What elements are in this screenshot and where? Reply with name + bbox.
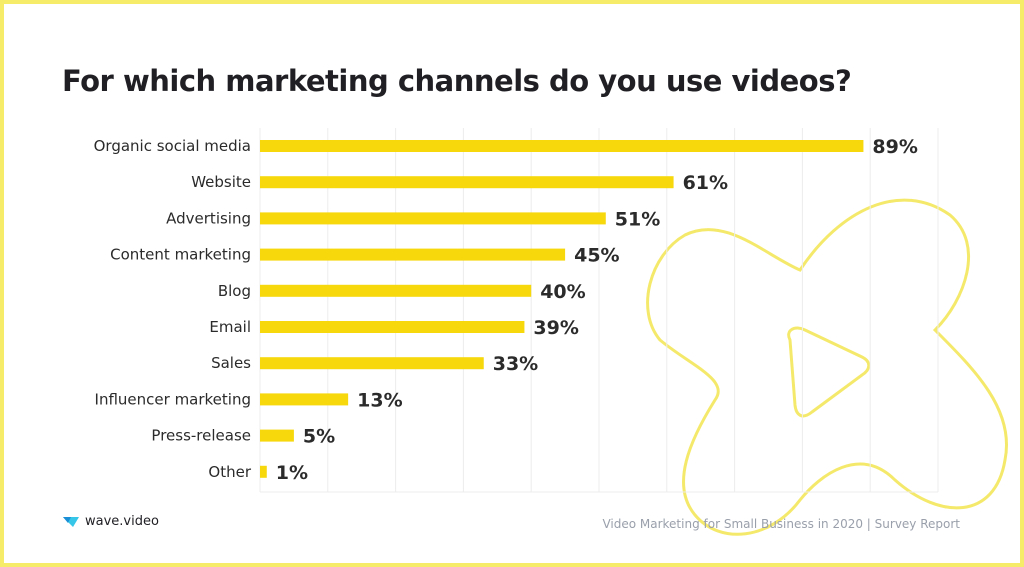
play-triangle-decoration [787,326,871,418]
footer-caption: Video Marketing for Small Business in 20… [602,517,960,531]
value-label: 40% [540,281,585,303]
brand-logo[interactable]: wave.video [62,514,159,529]
category-label: Other [208,463,251,481]
bar [260,248,566,261]
bar [260,393,349,406]
value-label: 61% [683,172,728,194]
value-label: 1% [276,462,308,484]
bar [260,357,484,370]
category-label: Advertising [166,209,251,227]
wave-video-logo-icon [63,516,79,527]
category-label: Website [191,173,251,191]
category-label: Influencer marketing [95,390,251,408]
category-label: Email [209,318,251,336]
category-label: Press-release [151,427,251,445]
value-label: 89% [872,136,917,158]
bar [260,176,674,189]
value-label: 33% [493,353,538,375]
value-label: 51% [615,208,660,230]
category-label: Organic social media [94,137,251,155]
category-label: Sales [211,354,251,372]
value-label: 13% [357,389,402,411]
play-logo-decoration [646,198,1008,536]
bar [260,140,864,152]
value-label: 39% [533,317,578,339]
chart-title: For which marketing channels do you use … [62,64,852,98]
bar [260,321,525,333]
bar [260,284,532,297]
value-label: 45% [574,245,619,267]
brand-name: wave.video [85,514,159,529]
value-label: 5% [303,426,335,448]
bar [260,465,267,478]
flower-outline-decoration [646,198,1008,536]
category-label: Content marketing [110,246,251,264]
bars: Organic social media 89% Website 61% Adverti… [94,136,918,484]
bar [260,429,294,442]
bar [260,212,606,225]
category-label: Blog [218,282,251,300]
